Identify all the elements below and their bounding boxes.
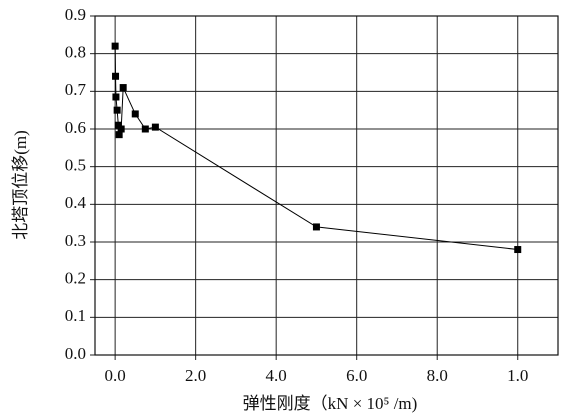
x-tick-label: 2.0 <box>185 366 206 385</box>
x-tick-label: 1.0 <box>507 366 528 385</box>
x-axis-label: 弹性刚度（kN × 10⁵ /m) <box>243 394 418 413</box>
y-tick-label: 0.7 <box>65 80 87 99</box>
y-tick-label: 0.1 <box>65 306 86 325</box>
data-point <box>117 125 125 133</box>
data-line <box>114 46 518 251</box>
y-axis-label: 北塔顶位移(m) <box>11 130 30 240</box>
y-tick-label: 0.4 <box>65 193 87 212</box>
data-point <box>113 106 121 114</box>
y-tick-label: 0.3 <box>65 231 86 250</box>
y-tick-label: 0.2 <box>65 269 86 288</box>
plot-frame <box>94 15 559 356</box>
data-point <box>112 93 120 101</box>
y-tick-label: 0.5 <box>65 156 86 175</box>
x-tick-label: 0.0 <box>105 366 126 385</box>
x-tick-label: 6.0 <box>346 366 367 385</box>
y-tick-label: 0.9 <box>65 5 86 24</box>
data-point <box>131 110 139 118</box>
data-point <box>514 246 522 254</box>
data-point <box>112 72 120 80</box>
x-tick-label: 8.0 <box>427 366 448 385</box>
y-tick-label: 0.6 <box>65 118 86 137</box>
y-tick-label: 0.0 <box>65 344 86 363</box>
data-point <box>151 123 159 131</box>
y-tick-label: 0.8 <box>65 43 86 62</box>
data-point <box>312 223 320 231</box>
data-point <box>119 84 127 92</box>
data-point <box>114 121 122 129</box>
x-tick-label: 4.0 <box>266 366 287 385</box>
data-point <box>115 131 123 139</box>
data-point <box>141 125 149 133</box>
data-point <box>111 42 119 50</box>
